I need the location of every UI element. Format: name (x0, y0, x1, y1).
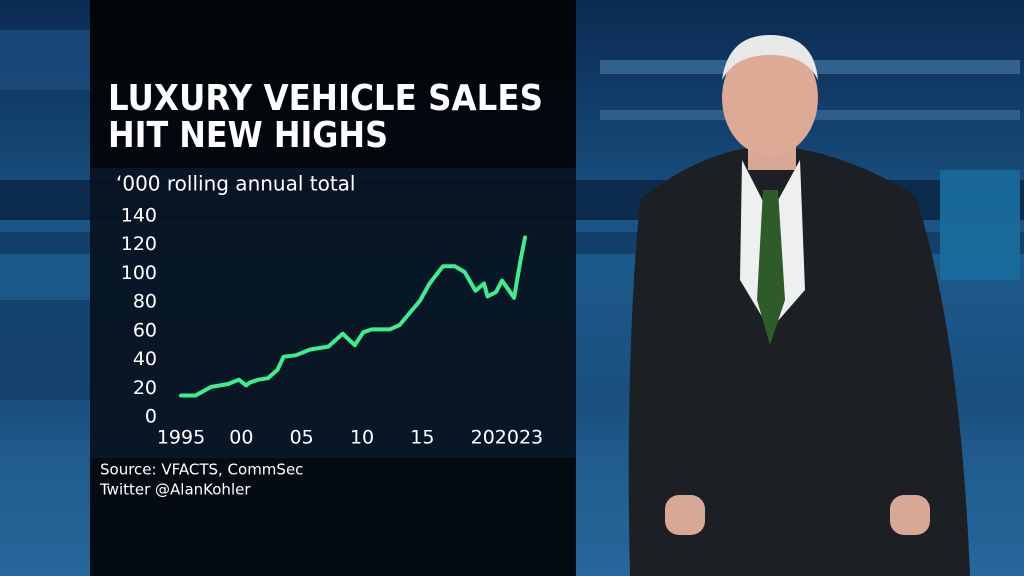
data-line (179, 235, 527, 398)
presenter (628, 35, 970, 576)
x-tick-label: 1995 (157, 427, 205, 449)
chart-title: LUXURY VEHICLE SALES (108, 78, 543, 119)
y-tick-label: 20 (133, 377, 157, 399)
chart-backdrop (90, 168, 576, 458)
source-note: Source: VFACTS, CommSec (100, 461, 303, 479)
chart-title: HIT NEW HIGHS (108, 115, 388, 156)
y-tick-label: 0 (145, 406, 157, 428)
credit-note: Twitter @AlanKohler (99, 481, 251, 499)
y-tick-label: 60 (133, 319, 157, 341)
x-tick-label: 2023 (495, 427, 543, 449)
y-tick-label: 120 (121, 233, 157, 255)
y-tick-label: 100 (121, 262, 157, 284)
y-tick-label: 40 (133, 348, 157, 370)
x-tick-label: 05 (290, 427, 314, 449)
y-tick-label: 80 (133, 291, 157, 313)
x-tick-label: 15 (410, 427, 434, 449)
x-tick-label: 10 (350, 427, 374, 449)
chart-subtitle: ‘000 rolling annual total (116, 172, 356, 196)
x-tick-label: 00 (229, 427, 253, 449)
y-tick-label: 140 (121, 205, 157, 227)
x-tick-label: 20 (471, 427, 495, 449)
